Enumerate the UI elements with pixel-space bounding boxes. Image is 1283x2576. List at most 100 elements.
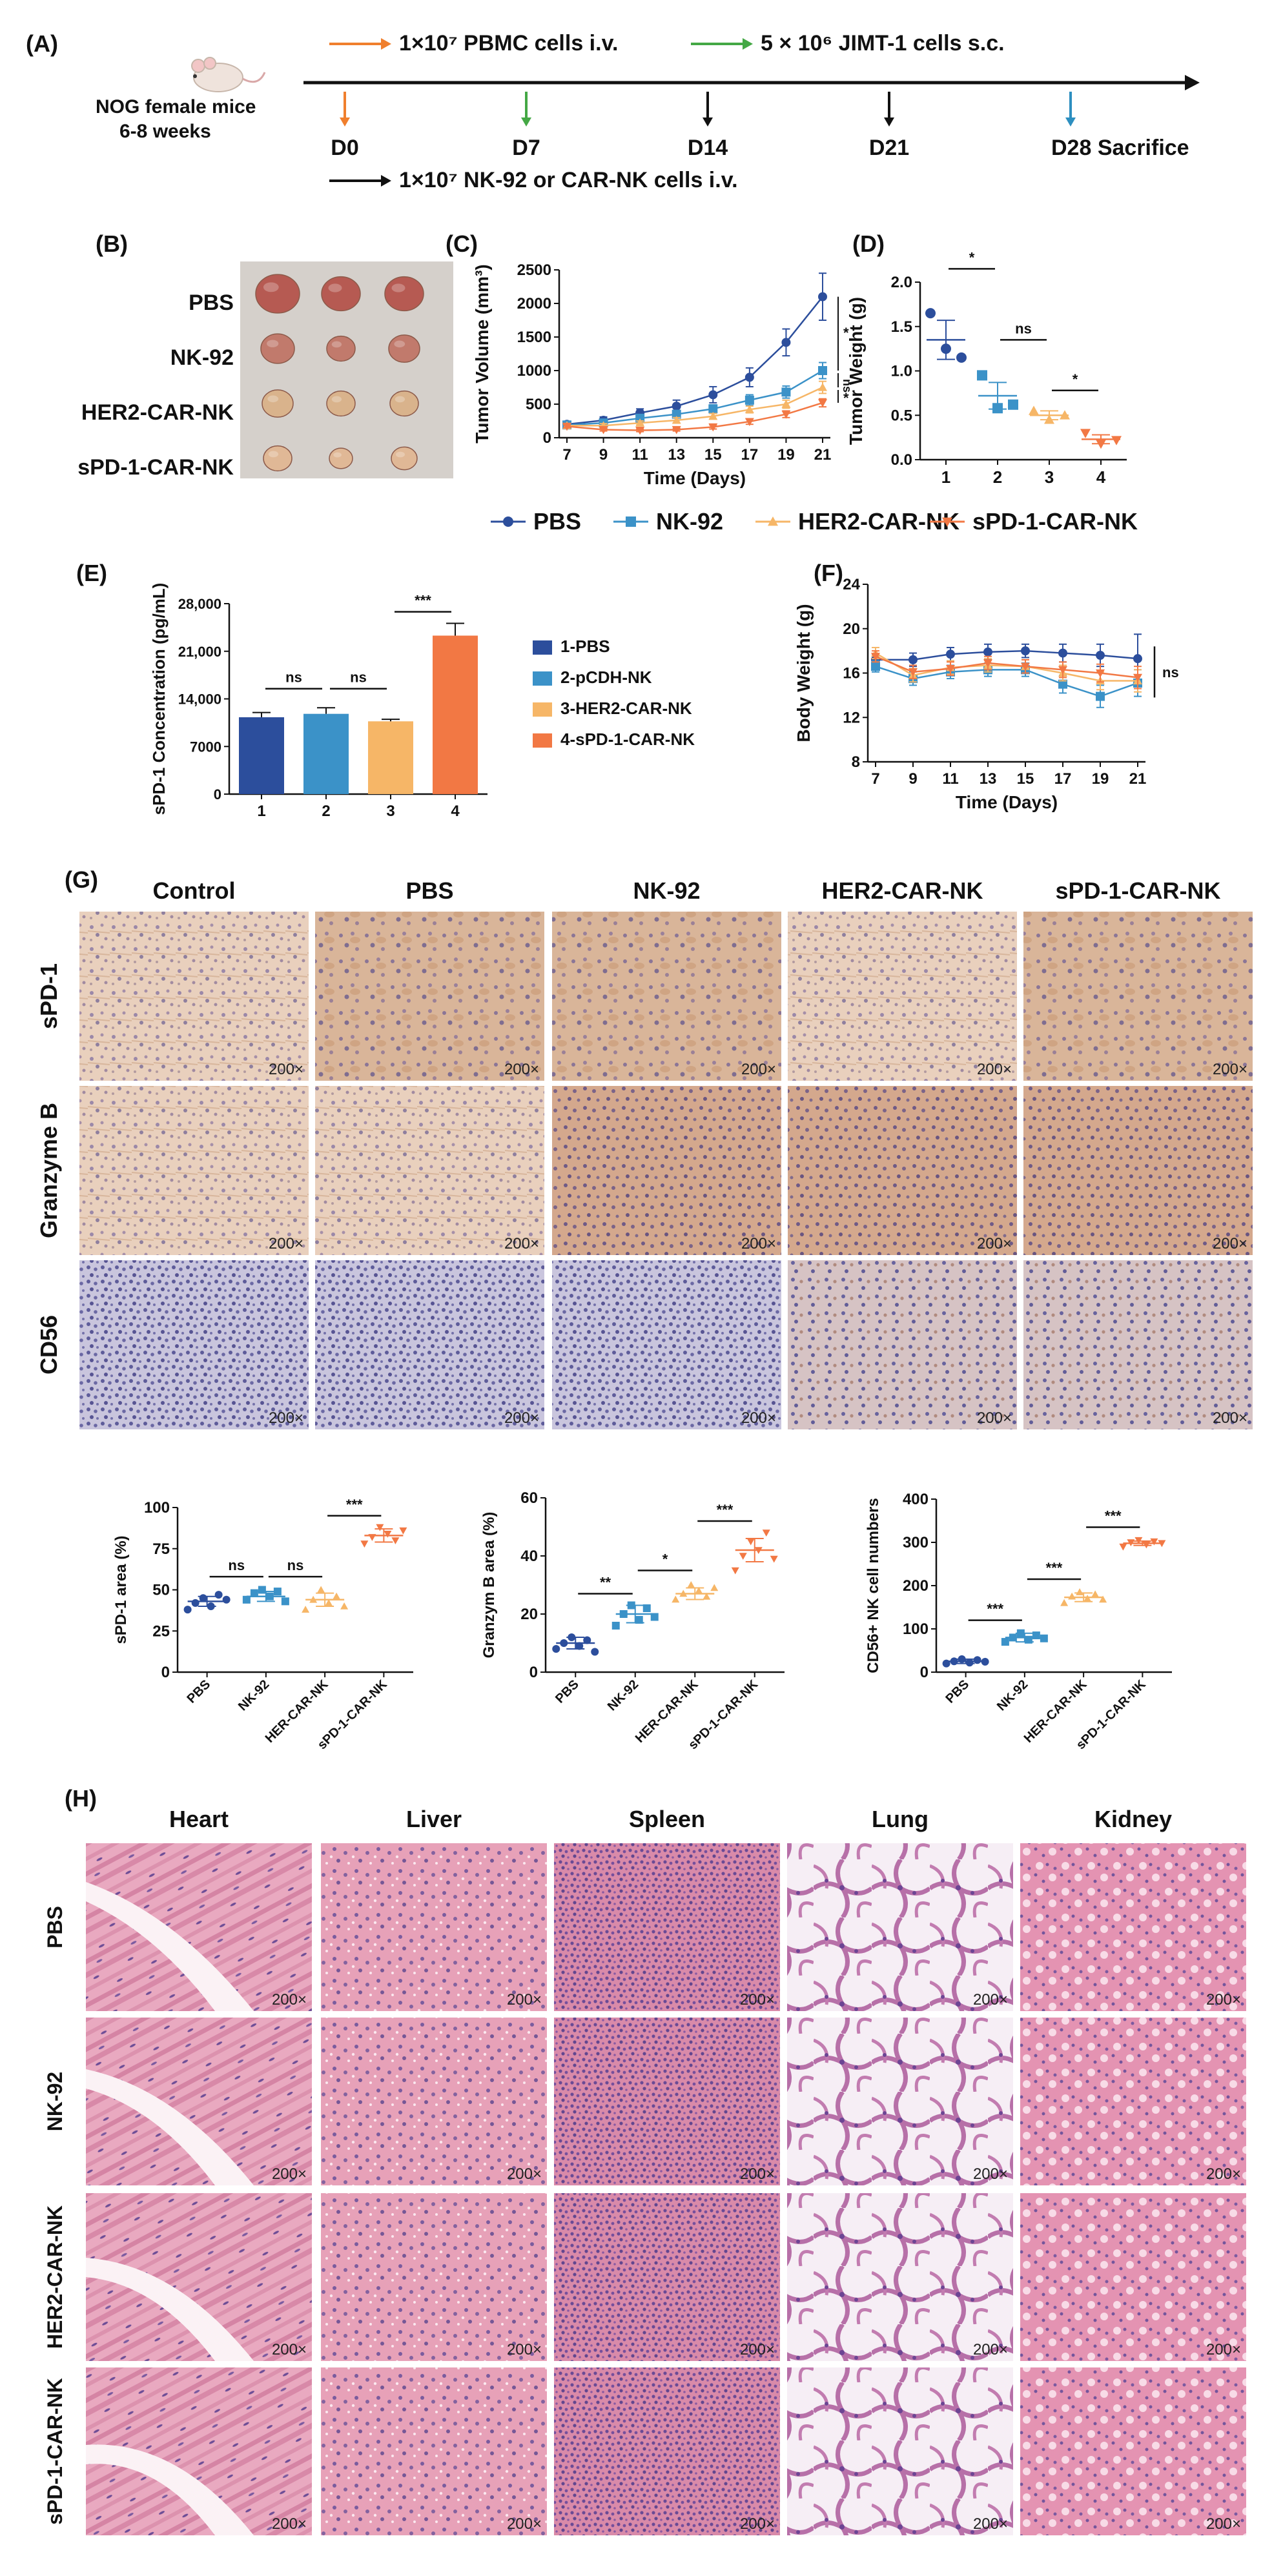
series-line-2 [567, 386, 823, 427]
bar-legend-label-0: 1-PBS [560, 637, 610, 656]
dot-1-2 [258, 1586, 266, 1594]
bar-0 [239, 717, 284, 794]
bar-legend-swatch-3 [533, 733, 552, 748]
y-tick-label-4: 2000 [517, 295, 551, 312]
dot-0-5 [591, 1648, 599, 1656]
y-tick-label-1: 20 [520, 1606, 538, 1623]
x-cat-label-2: 3 [1045, 467, 1054, 487]
dot-0-0 [183, 1606, 192, 1614]
ihc-image-1-0 [79, 1086, 309, 1255]
bar-legend-swatch-1 [533, 671, 552, 686]
point-3-5 [1058, 666, 1067, 675]
y-tick-label-1: 25 [152, 1622, 170, 1640]
ihc-image-1-4 [1023, 1086, 1253, 1255]
x-tick-label-1: 9 [908, 770, 917, 788]
ihc-magnification-2-0: 200× [269, 1409, 303, 1427]
dot-2-0 [672, 1595, 680, 1603]
dot-0-3 [575, 1642, 584, 1650]
legend-marker-2 [768, 516, 778, 526]
legend-arrowhead-0 [381, 38, 391, 50]
dot-1-4 [642, 1604, 651, 1612]
dot-0-1 [950, 1657, 958, 1666]
dot-3-0 [360, 1540, 369, 1548]
x-tick-label-5: 17 [741, 446, 759, 464]
he-image-3-1 [321, 2367, 547, 2535]
ihc-magnification-1-1: 200× [504, 1235, 539, 1252]
point-3-3 [672, 425, 681, 434]
timeline-legend: 1×10⁷ PBMC cells i.v. 5 × 10⁶ JIMT-1 cell… [329, 31, 1005, 192]
timeline-days: D0 D7 D14 D21 D28 Sacrifice [331, 92, 1189, 160]
y-tick-label-2: 14,000 [178, 691, 221, 708]
sig-label-0: *** [987, 1601, 1003, 1617]
tumor-2-0 [262, 389, 294, 418]
point-0-5 [1058, 648, 1067, 658]
point-0-4 [1021, 646, 1030, 656]
he-image-3-4 [1020, 2367, 1246, 2535]
y-axis-title: sPD-1 area (%) [112, 1535, 130, 1644]
dot-3-0 [1080, 429, 1091, 438]
x-cat-label-2: HER-CAR-NK [633, 1677, 701, 1746]
point-3-5 [744, 418, 754, 427]
x-tick-label-5: 17 [1054, 770, 1072, 788]
he-magnification-0-4: 200× [1206, 1991, 1241, 2009]
legend-arrowhead-2 [381, 175, 391, 187]
dot-1-1 [992, 403, 1003, 414]
he-magnification-1-4: 200× [1206, 2165, 1241, 2183]
point-2-5 [744, 405, 754, 413]
point-2-2 [635, 418, 645, 427]
y-tick-label-3: 1500 [517, 329, 551, 346]
dot-2-3 [695, 1587, 703, 1594]
y-axis-title: Tumor Volume (mm³) [472, 264, 492, 443]
point-1-3 [672, 409, 681, 419]
dot-0-1 [560, 1639, 568, 1647]
dot-3-1 [739, 1553, 747, 1560]
y-tick-label-3: 21,000 [178, 644, 221, 660]
x-cat-label-2: 3 [386, 802, 395, 820]
y-tick-label-4: 400 [903, 1491, 929, 1508]
dot-2-0 [1029, 405, 1039, 415]
he-magnification-0-3: 200× [973, 1991, 1008, 2009]
y-axis-title: CD56+ NK cell numbers [865, 1498, 882, 1673]
he-magnification-2-3: 200× [973, 2341, 1008, 2358]
he-image-0-3 [787, 1843, 1013, 2011]
tumor-highlight-2-1 [331, 396, 342, 403]
point-2-3 [672, 415, 681, 424]
panel-label-d: (D) [852, 230, 885, 257]
x-cat-label-3: 4 [1096, 467, 1106, 487]
sig-label-0: ns [228, 1557, 245, 1573]
he-col-label-0: Heart [169, 1806, 229, 1832]
dot-1-2 [627, 1601, 635, 1610]
group-legend: PBS NK-92 HER2-CAR-NK sPD-1-CAR-NK [491, 508, 1138, 535]
sig-label-0: ** [600, 1575, 611, 1591]
bar-1 [303, 713, 349, 794]
dot-0-1 [941, 343, 951, 354]
dot-3-4 [391, 1537, 400, 1544]
sig-label-2: *** [717, 1502, 734, 1518]
x-axis-title: Time (Days) [644, 468, 746, 488]
y-tick-label-1: 100 [903, 1620, 929, 1638]
dot-1-0 [611, 1622, 620, 1630]
dot-2-5 [340, 1602, 349, 1610]
ihc-row-label-1: Granzyme B [36, 1103, 62, 1238]
he-image-2-1 [321, 2193, 547, 2361]
legend-marker-3 [942, 517, 952, 527]
series-line-2 [875, 652, 1138, 682]
series-line-1 [875, 665, 1138, 697]
panel-label-b: (B) [96, 230, 128, 257]
point-0-4 [708, 390, 718, 400]
dot-0-4 [583, 1636, 591, 1644]
dot-1-5 [281, 1597, 289, 1606]
tumor-highlight-1-2 [394, 340, 405, 348]
point-1-6 [781, 387, 791, 397]
dot-1-1 [619, 1610, 628, 1618]
ihc-magnification-0-3: 200× [977, 1061, 1012, 1078]
he-magnification-1-3: 200× [973, 2165, 1008, 2183]
he-image-1-1 [321, 2018, 547, 2185]
dot-0-0 [552, 1645, 560, 1653]
day-label-0: D0 [331, 136, 358, 160]
dot-2-1 [1044, 414, 1054, 424]
he-image-2-3 [787, 2193, 1013, 2361]
x-cat-label-0: PBS [553, 1677, 582, 1706]
